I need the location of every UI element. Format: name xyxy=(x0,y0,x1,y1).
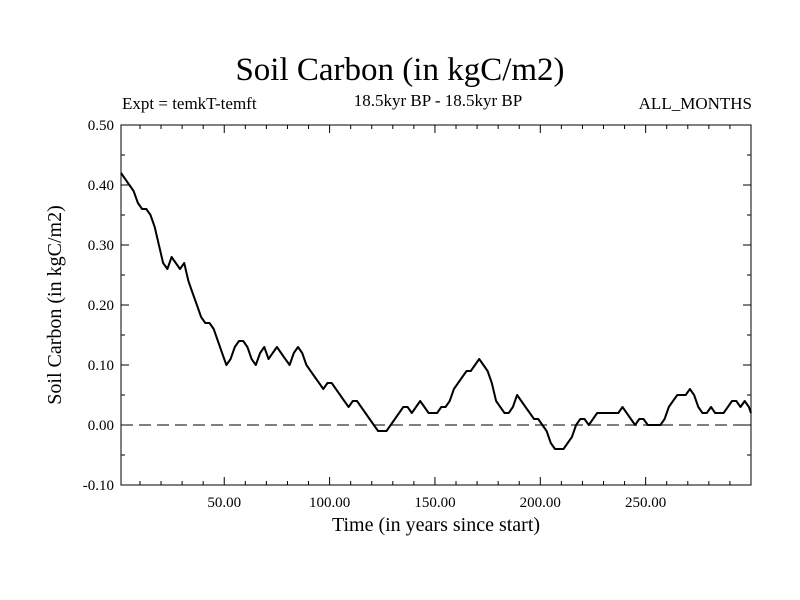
x-tick-label: 200.00 xyxy=(520,495,561,511)
plot-layer: 50.00 100.00 150.00 200.00 250.00 -0.10 0.00 0.… xyxy=(83,118,752,511)
x-axis-label: Time (in years since start) xyxy=(332,514,540,536)
y-tick-label: -0.10 xyxy=(83,478,114,494)
y-axis-label: Soil Carbon (in kgC/m2) xyxy=(44,205,66,404)
y-tick-label: 0.00 xyxy=(88,418,114,434)
soil-carbon-series-line xyxy=(120,172,752,450)
months-label: ALL_MONTHS xyxy=(638,94,752,113)
x-tick-label: 250.00 xyxy=(625,495,666,511)
y-tick-label: 0.10 xyxy=(88,358,114,374)
x-tick-label: 100.00 xyxy=(309,495,350,511)
y-tick-label: 0.20 xyxy=(88,298,114,314)
period-label: 18.5kyr BP - 18.5kyr BP xyxy=(353,91,523,110)
plot-frame xyxy=(120,124,752,486)
x-tick-label: 150.00 xyxy=(414,495,455,511)
y-tick-label: 0.40 xyxy=(88,178,114,194)
x-tick-label: 50.00 xyxy=(207,495,241,511)
experiment-label: Expt = temkT-temft xyxy=(122,94,257,113)
y-tick-label: 0.30 xyxy=(88,238,114,254)
chart-title: Soil Carbon (in kgC/m2) xyxy=(235,52,565,88)
y-tick-label: 0.50 xyxy=(88,118,114,134)
